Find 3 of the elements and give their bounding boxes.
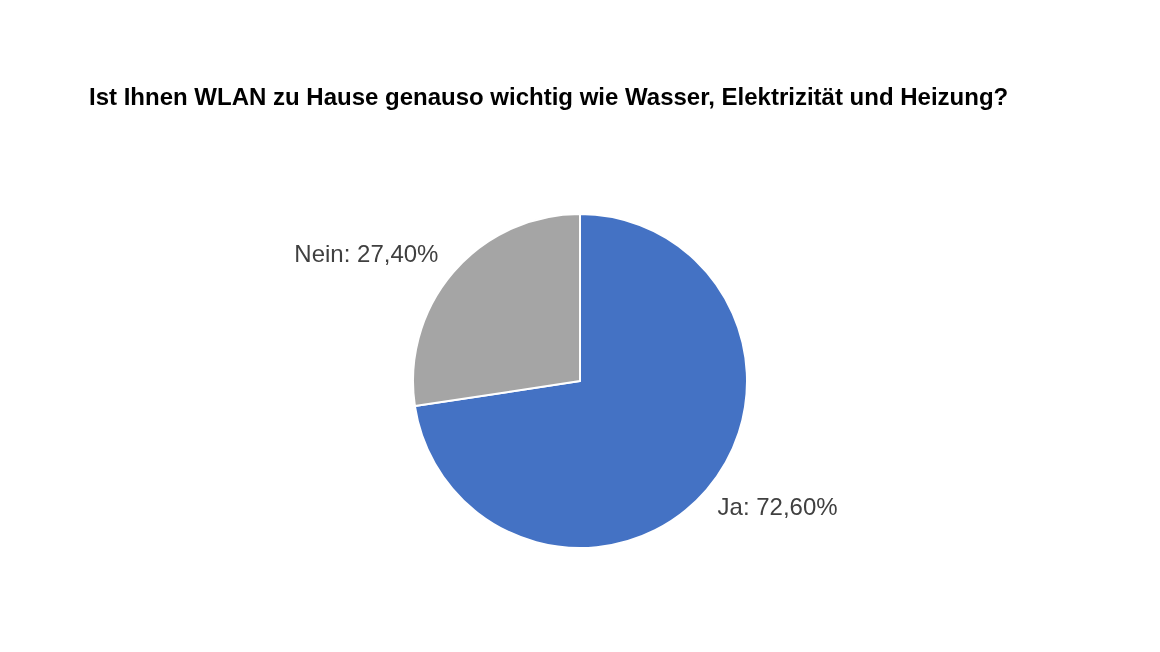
slice-label: Ja: 72,60% <box>717 493 838 521</box>
chart-title: Ist Ihnen WLAN zu Hause genauso wichtig wie Wasser, Elektrizität und Heizung? <box>89 83 1009 110</box>
slice-label: Nein: 27,40% <box>294 240 439 268</box>
